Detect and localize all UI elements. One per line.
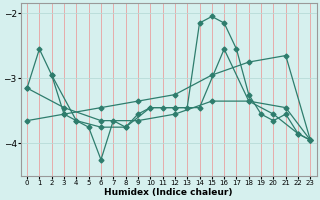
X-axis label: Humidex (Indice chaleur): Humidex (Indice chaleur) [104, 188, 233, 197]
